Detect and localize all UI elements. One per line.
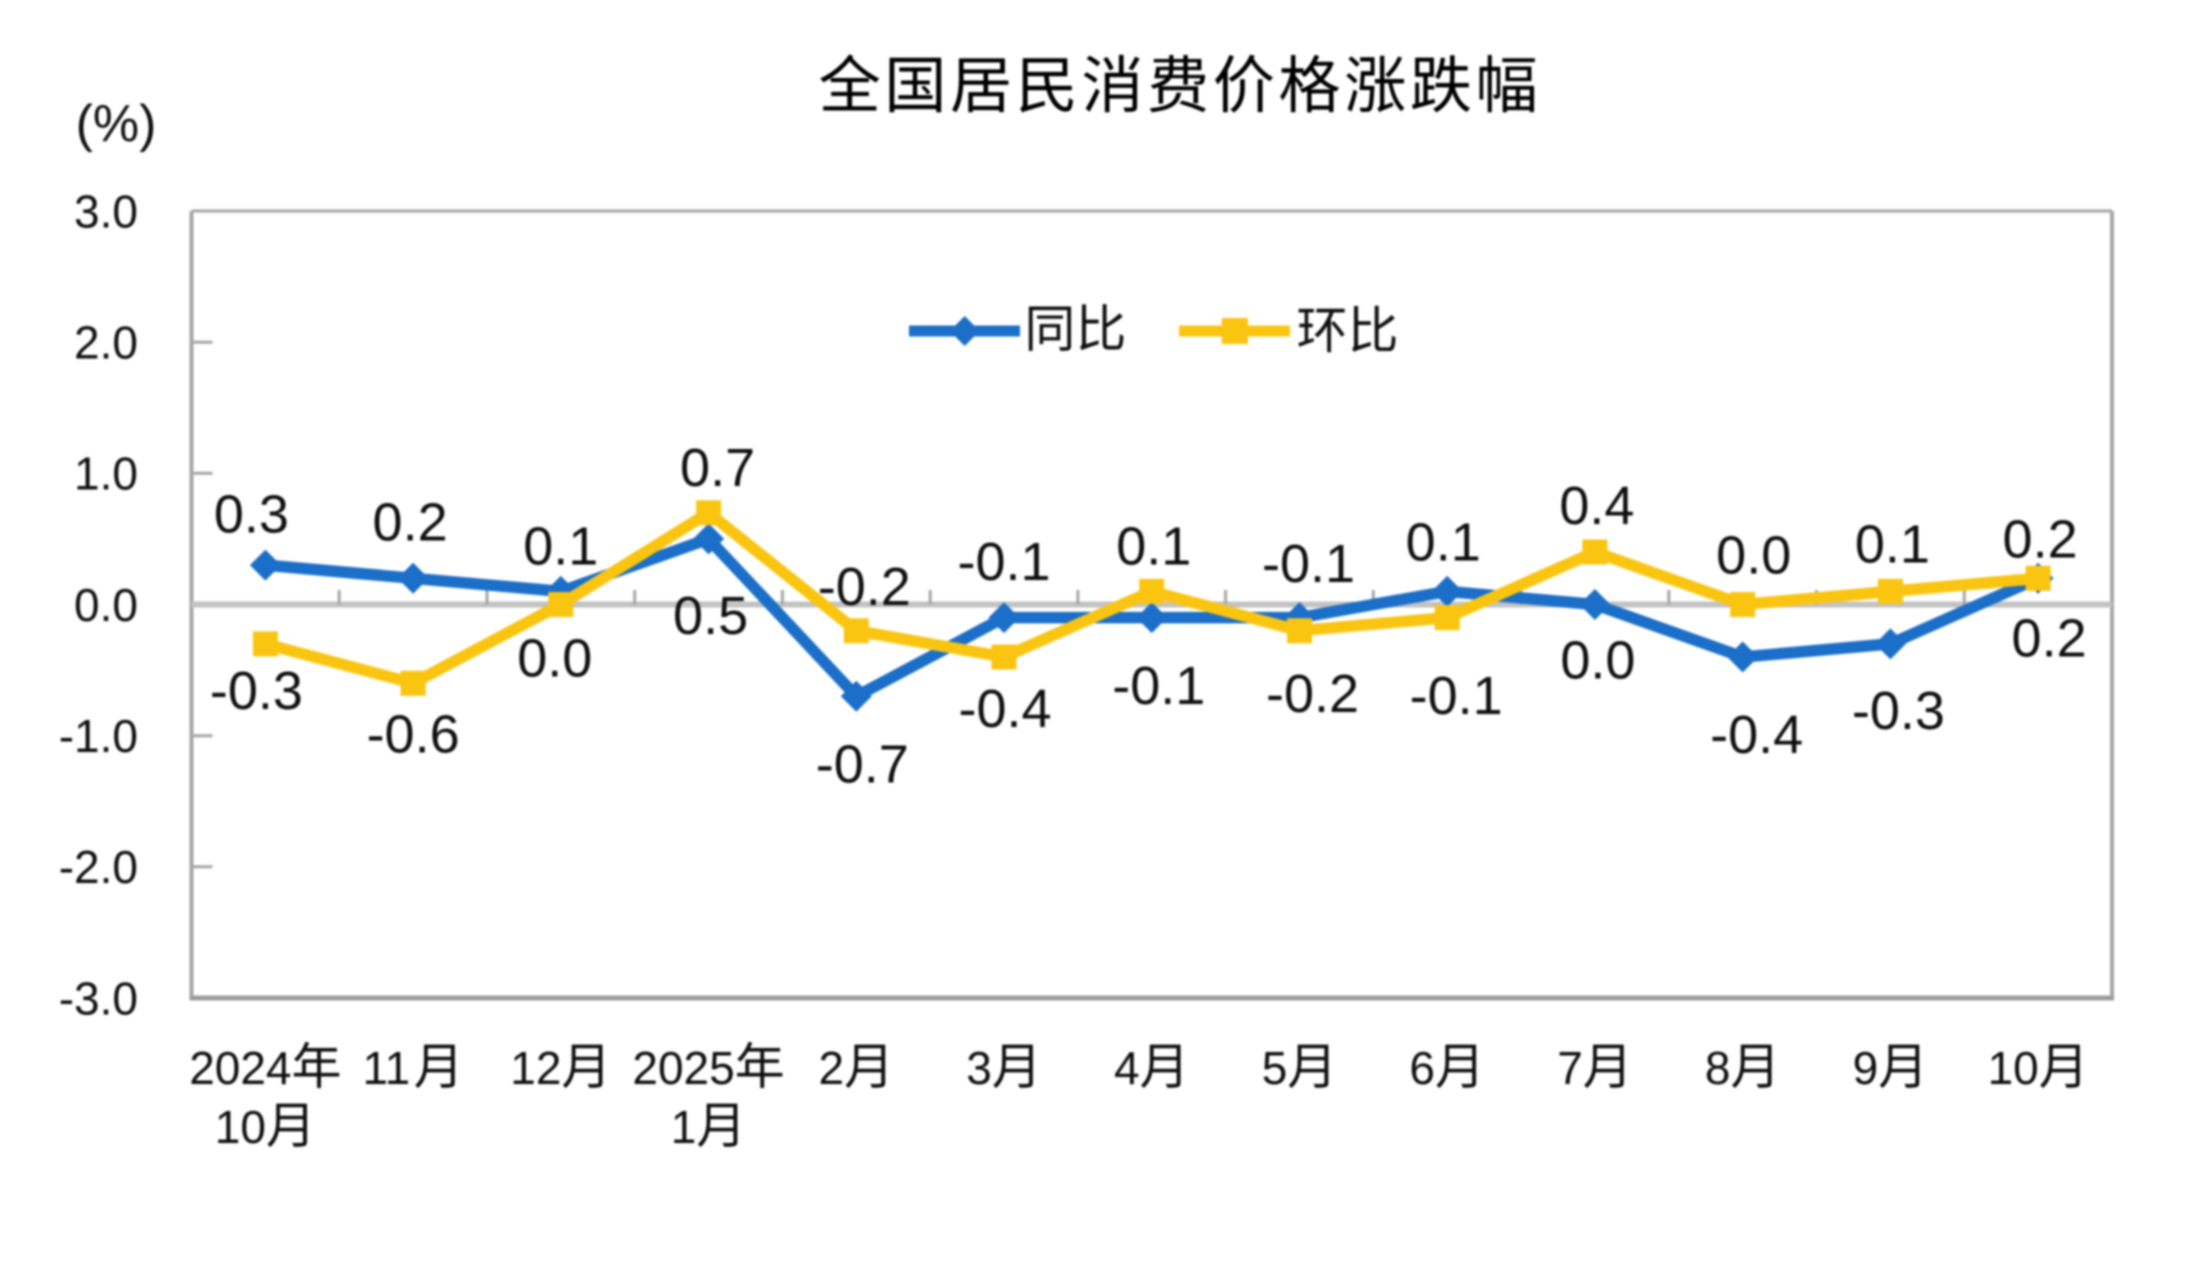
svg-text:-0.4: -0.4 <box>1710 705 1803 765</box>
svg-text:2024: 2024 <box>189 1042 291 1094</box>
svg-text:-0.3: -0.3 <box>210 661 303 721</box>
svg-text:10: 10 <box>215 1101 266 1153</box>
svg-text:0.2: 0.2 <box>2012 608 2087 668</box>
svg-text:-0.2: -0.2 <box>818 557 911 617</box>
svg-text:-0.1: -0.1 <box>1262 534 1355 594</box>
svg-text:(%): (%) <box>76 95 157 153</box>
svg-text:0.0: 0.0 <box>74 579 138 631</box>
svg-text:10: 10 <box>1988 1042 2039 1094</box>
svg-text:-2.0: -2.0 <box>59 841 138 893</box>
svg-text:0.3: 0.3 <box>214 484 289 544</box>
svg-text:-0.1: -0.1 <box>1112 656 1205 716</box>
svg-text:0.7: 0.7 <box>680 438 755 498</box>
svg-text:0.4: 0.4 <box>1559 476 1634 536</box>
svg-text:-0.1: -0.1 <box>957 532 1050 592</box>
svg-text:-0.6: -0.6 <box>367 704 460 764</box>
svg-text:0.1: 0.1 <box>1406 513 1481 573</box>
svg-text:3: 3 <box>966 1042 992 1094</box>
svg-text:0.0: 0.0 <box>1716 526 1791 586</box>
svg-text:12: 12 <box>510 1042 561 1094</box>
svg-text:0.0: 0.0 <box>1560 631 1635 691</box>
svg-text:-1.0: -1.0 <box>59 710 138 762</box>
svg-text:-0.2: -0.2 <box>1266 664 1359 724</box>
svg-text:0.5: 0.5 <box>673 586 748 646</box>
svg-text:-0.3: -0.3 <box>1852 681 1945 741</box>
svg-text:5: 5 <box>1262 1042 1288 1094</box>
svg-text:6: 6 <box>1409 1042 1435 1094</box>
svg-text:-0.1: -0.1 <box>1410 666 1503 726</box>
svg-text:2: 2 <box>819 1042 845 1094</box>
svg-text:11: 11 <box>363 1042 411 1094</box>
svg-text:0.1: 0.1 <box>1116 517 1191 577</box>
svg-text:0.2: 0.2 <box>2003 509 2078 569</box>
svg-text:2025: 2025 <box>632 1042 734 1094</box>
svg-text:1: 1 <box>671 1101 697 1153</box>
svg-text:0.1: 0.1 <box>523 517 598 577</box>
svg-text:2.0: 2.0 <box>74 317 138 369</box>
svg-text:4: 4 <box>1114 1042 1140 1094</box>
svg-text:-0.4: -0.4 <box>958 679 1051 739</box>
svg-text:0.2: 0.2 <box>373 492 448 552</box>
svg-text:-0.7: -0.7 <box>816 735 909 795</box>
svg-text:7: 7 <box>1557 1042 1583 1094</box>
svg-text:0.0: 0.0 <box>517 629 592 689</box>
svg-text:3.0: 3.0 <box>74 185 138 237</box>
svg-text:-3.0: -3.0 <box>59 972 138 1024</box>
svg-text:0.1: 0.1 <box>1855 515 1930 575</box>
svg-text:8: 8 <box>1705 1042 1731 1094</box>
svg-text:1.0: 1.0 <box>74 448 138 500</box>
svg-text:9: 9 <box>1853 1042 1879 1094</box>
